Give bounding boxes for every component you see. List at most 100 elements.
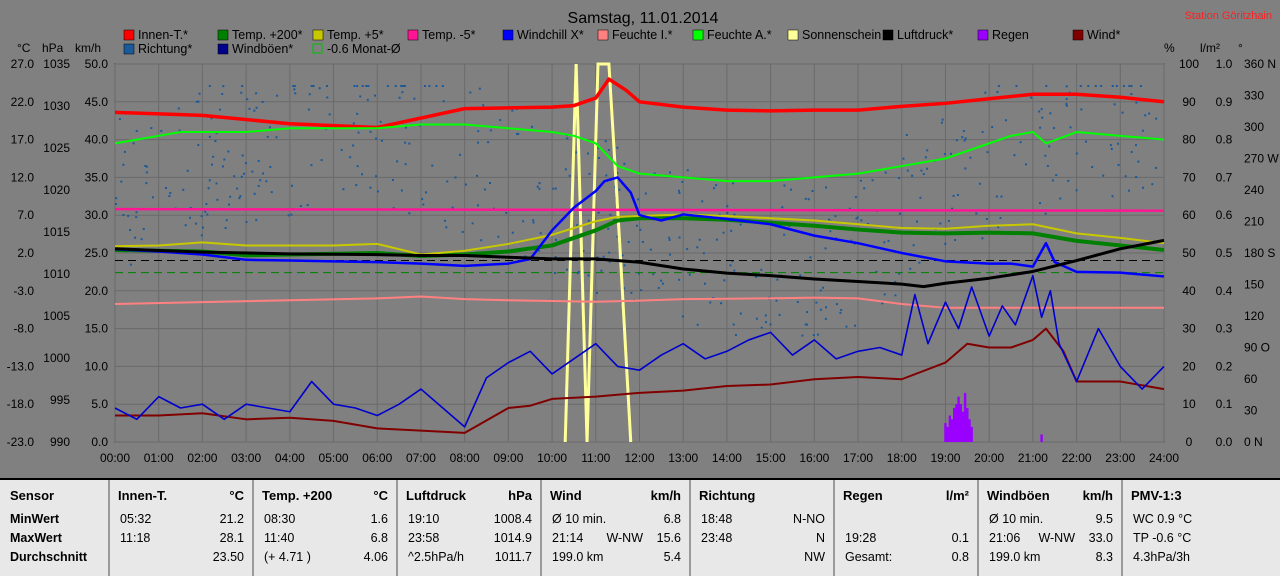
direction-point <box>221 165 224 168</box>
direction-point <box>404 163 407 166</box>
direction-point <box>1116 142 1119 145</box>
table-cell: 0.1 <box>951 531 969 545</box>
direction-point <box>871 179 874 182</box>
direction-point <box>926 149 929 152</box>
direction-point <box>356 112 359 115</box>
direction-point <box>1024 163 1027 166</box>
direction-point <box>899 212 902 215</box>
direction-point <box>1052 127 1055 130</box>
direction-point <box>867 222 870 225</box>
legend-label: Temp. -5* <box>422 28 476 42</box>
direction-point <box>222 85 225 88</box>
pressure-tick-label: 995 <box>50 393 70 407</box>
direction-point <box>195 100 198 103</box>
direction-point <box>985 217 988 220</box>
direction-point <box>969 156 972 159</box>
direction-point <box>608 260 611 263</box>
direction-point <box>487 141 490 144</box>
direction-point <box>1004 119 1007 122</box>
x-tick-label: 19:00 <box>930 451 960 465</box>
table-cell: MaxWert <box>10 531 62 545</box>
direction-point <box>1151 183 1154 186</box>
rain-tick-label: 0.6 <box>1216 208 1233 222</box>
direction-point <box>361 85 364 87</box>
pressure-tick-label: 1015 <box>43 225 70 239</box>
direction-point <box>115 197 118 200</box>
direction-point <box>204 210 207 213</box>
speed-tick-label: 15.0 <box>85 322 109 336</box>
direction-point <box>442 100 445 103</box>
direction-point <box>964 137 967 140</box>
direction-point <box>604 140 607 143</box>
direction-point <box>458 153 461 156</box>
table-column: Innen-T. °C 05:32 21.2 11:18 28.1 23.50 <box>108 480 254 576</box>
direction-point <box>398 96 401 99</box>
direction-point <box>986 151 989 154</box>
percent-unit: % <box>1164 41 1175 55</box>
direction-point <box>999 216 1002 219</box>
direction-point <box>471 222 474 225</box>
rain-tick-label: 0.5 <box>1216 246 1233 260</box>
x-tick-label: 00:00 <box>100 451 130 465</box>
direction-point <box>819 308 822 311</box>
direction-point <box>401 91 404 94</box>
direction-point <box>1048 145 1051 148</box>
direction-point <box>799 274 802 277</box>
direction-point <box>292 85 295 87</box>
x-tick-label: 21:00 <box>1018 451 1048 465</box>
direction-point <box>1094 85 1097 87</box>
direction-point <box>597 211 600 214</box>
table-cell: Windböen <box>987 488 1050 503</box>
direction-point <box>623 162 626 165</box>
legend-label: Feuchte I.* <box>612 28 673 42</box>
legend-label: Feuchte A.* <box>707 28 772 42</box>
direction-point <box>1030 96 1033 99</box>
speed-tick-label: 20.0 <box>85 284 109 298</box>
direction-point <box>307 108 310 111</box>
table-cell: Temp. +200 <box>262 488 333 503</box>
direction-point <box>652 273 655 276</box>
direction-point <box>1091 166 1094 169</box>
direction-point <box>926 167 929 170</box>
direction-point <box>353 85 356 87</box>
direction-point <box>539 232 542 235</box>
direction-point <box>215 182 218 185</box>
table-cell: Regen <box>843 488 883 503</box>
direction-point <box>850 239 853 242</box>
x-tick-label: 13:00 <box>668 451 698 465</box>
rain-bar <box>950 419 954 442</box>
direction-point <box>218 108 221 111</box>
direction-point <box>1044 212 1047 215</box>
direction-point <box>623 287 626 290</box>
direction-point <box>997 226 1000 229</box>
direction-point <box>326 96 329 99</box>
direction-point <box>255 106 258 109</box>
series-line <box>114 295 1164 309</box>
direction-point <box>1067 179 1070 182</box>
table-cell: 23:58 <box>408 531 440 545</box>
direction-point <box>678 191 681 194</box>
direction-point <box>812 334 815 337</box>
direction-point <box>402 85 405 87</box>
direction-point <box>577 270 580 273</box>
direction-point <box>310 164 313 167</box>
x-tick-label: 12:00 <box>624 451 654 465</box>
direction-point <box>641 240 644 243</box>
direction-point <box>922 173 925 176</box>
x-tick-label: 08:00 <box>450 451 480 465</box>
direction-point <box>595 291 598 294</box>
direction-point <box>482 104 485 107</box>
temp-tick-label: -13.0 <box>7 359 35 373</box>
direction-point <box>422 203 425 206</box>
table-cell: Innen-T. <box>118 488 168 503</box>
table-cell: Ø 10 min. <box>989 512 1044 526</box>
table-cell: 23.50 <box>212 550 244 564</box>
direction-point <box>635 224 638 227</box>
direction-point <box>208 135 211 138</box>
direction-point <box>1124 175 1127 178</box>
direction-point <box>918 261 921 264</box>
direction-tick-label: 240 <box>1244 183 1264 197</box>
direction-point <box>356 165 359 168</box>
direction-point <box>227 150 230 153</box>
direction-point <box>1111 85 1114 87</box>
